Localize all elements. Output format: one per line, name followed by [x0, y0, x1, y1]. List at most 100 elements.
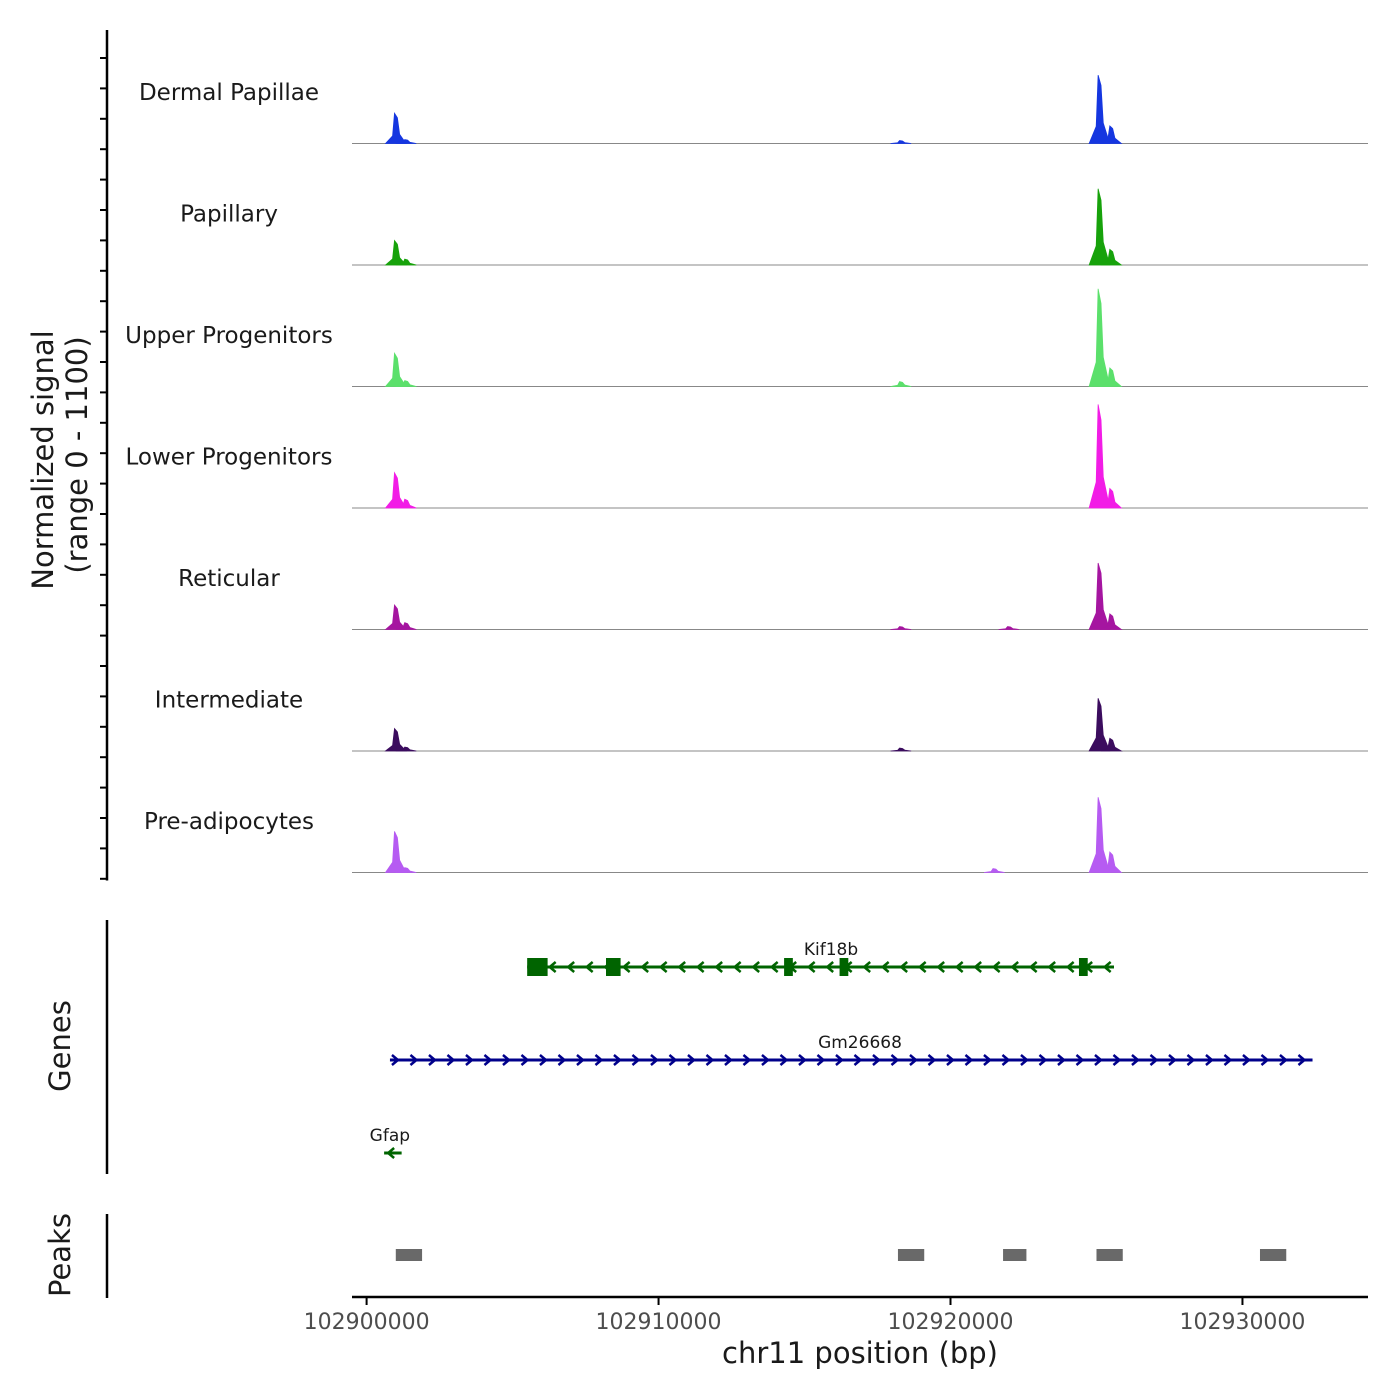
strand-chevron: [705, 1054, 715, 1066]
signal-peak: [1088, 562, 1111, 630]
strand-chevron: [658, 961, 668, 973]
track-label: Papillary: [180, 202, 278, 228]
strand-chevron: [594, 1054, 604, 1066]
gene-exon: [839, 958, 849, 976]
strand-chevron: [428, 1054, 437, 1066]
x-tick-label: 102900000: [304, 1310, 430, 1335]
strand-chevron: [1149, 1054, 1159, 1066]
strand-chevron: [1102, 961, 1112, 973]
strand-chevron: [613, 1054, 622, 1066]
strand-chevron: [539, 1054, 548, 1066]
signal-peak: [395, 139, 417, 144]
strand-chevron: [1094, 1054, 1103, 1066]
gene-name: Kif18b: [804, 940, 858, 960]
strand-chevron: [584, 961, 594, 973]
signal-peak: [998, 626, 1020, 630]
track-pre-adipocytes: Pre-adipocytes: [144, 797, 1368, 873]
strand-chevron: [946, 1054, 955, 1066]
signal-peak: [1099, 125, 1123, 144]
signal-peak: [1099, 487, 1123, 509]
strand-chevron: [621, 961, 631, 973]
x-axis-title: chr11 position (bp): [722, 1336, 998, 1370]
genes-panel-label: Genes: [43, 1000, 77, 1092]
strand-chevron: [899, 961, 908, 973]
signal-peak: [1100, 248, 1123, 266]
gene-gfap: Gfap: [370, 1126, 410, 1159]
gene-gm26668: Gm26668: [389, 1033, 1313, 1066]
strand-chevron: [880, 961, 890, 973]
strand-chevron: [520, 1054, 530, 1066]
signal-tracks: Dermal Papillae Papillary Upper Progenitor…: [125, 74, 1368, 873]
gene-name: Gfap: [370, 1126, 410, 1146]
signal-peak: [890, 747, 912, 752]
track-upper-progenitors: Upper Progenitors: [125, 288, 1368, 387]
strand-chevron: [761, 1054, 770, 1066]
strand-chevron: [1186, 1054, 1196, 1066]
strand-chevron: [677, 961, 686, 973]
strand-chevron: [1168, 1054, 1177, 1066]
strand-chevron: [502, 1054, 511, 1066]
strand-chevron: [465, 1054, 474, 1066]
strand-chevron: [695, 961, 705, 973]
strand-chevron: [557, 1054, 567, 1066]
signal-peak: [395, 380, 417, 387]
strand-chevron: [816, 1054, 826, 1066]
gene-annotation-track: Kif18b Gm26668 Gfap: [370, 940, 1313, 1159]
strand-chevron: [1205, 1054, 1214, 1066]
signal-peak: [384, 239, 407, 266]
track-label: Lower Progenitors: [126, 445, 333, 471]
signal-peak: [1088, 74, 1111, 144]
gene-name: Gm26668: [818, 1033, 902, 1053]
signal-peak: [1088, 288, 1111, 387]
strand-chevron: [668, 1054, 678, 1066]
signal-peak: [890, 381, 912, 387]
signal-peak: [395, 258, 417, 266]
strand-chevron: [1065, 961, 1075, 973]
strand-chevron: [983, 1054, 992, 1066]
strand-chevron: [446, 1054, 456, 1066]
strand-chevron: [909, 1054, 918, 1066]
peak-region-track: [395, 1249, 1287, 1261]
peak-region: [1003, 1249, 1027, 1261]
gene-exon: [784, 958, 793, 976]
x-tick-label: 102930000: [1179, 1310, 1305, 1335]
signal-peak: [395, 622, 417, 630]
track-label: Pre-adipocytes: [144, 809, 314, 835]
strand-chevron: [1020, 1054, 1029, 1066]
strand-chevron: [964, 1054, 974, 1066]
strand-chevron: [386, 1147, 395, 1159]
strand-chevron: [825, 961, 834, 973]
signal-peak: [395, 498, 417, 509]
signal-peak: [395, 867, 417, 873]
signal-peak: [384, 111, 407, 144]
strand-chevron: [1112, 1054, 1122, 1066]
strand-chevron: [1010, 961, 1019, 973]
track-label: Intermediate: [155, 688, 303, 714]
track-label: Dermal Papillae: [139, 80, 319, 106]
strand-chevron: [1260, 1054, 1270, 1066]
track-label: Reticular: [178, 566, 280, 592]
signal-peak: [395, 746, 417, 752]
peaks-panel-label: Peaks: [43, 1213, 77, 1297]
strand-chevron: [769, 961, 779, 973]
strand-chevron: [576, 1054, 585, 1066]
strand-chevron: [547, 961, 557, 973]
signal-peak: [1088, 698, 1111, 752]
axes: 102900000 102910000 102920000 102930000: [100, 30, 1368, 1335]
strand-chevron: [1279, 1054, 1288, 1066]
gene-exon: [606, 958, 621, 976]
strand-chevron: [687, 1054, 696, 1066]
signal-peak: [384, 831, 407, 873]
strand-chevron: [1131, 1054, 1140, 1066]
x-tick-label: 102910000: [596, 1310, 722, 1335]
track-intermediate: Intermediate: [155, 688, 1368, 752]
gene-exon: [527, 958, 548, 976]
gene-kif18b: Kif18b: [527, 940, 1114, 976]
strand-chevron: [991, 961, 1001, 973]
strand-chevron: [835, 1054, 844, 1066]
signal-peak: [1099, 851, 1123, 873]
peak-region: [1259, 1249, 1287, 1261]
strand-chevron: [806, 961, 816, 973]
strand-chevron: [714, 961, 723, 973]
strand-chevron: [917, 961, 927, 973]
